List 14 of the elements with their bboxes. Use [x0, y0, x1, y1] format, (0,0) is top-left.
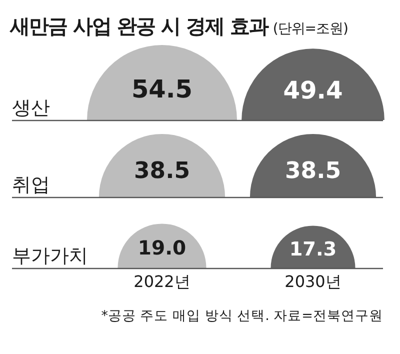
data-label: 38.5 [284, 158, 342, 184]
series-label: 2022년 [134, 272, 190, 291]
data-label: 38.5 [134, 158, 190, 184]
data-label: 54.5 [131, 74, 193, 104]
series-label: 2030년 [284, 272, 342, 291]
text: (단위=조원) [272, 21, 348, 37]
category-label: 부가가치 [12, 245, 88, 267]
data-label: 49.4 [283, 76, 343, 105]
text: *공공 주도 매입 방식 선택. 자료=전북연구원 [101, 308, 383, 324]
text: 새만금 사업 완공 시 경제 효과 [9, 14, 269, 38]
data-label: 17.3 [289, 237, 337, 260]
category-label: 생산 [12, 97, 50, 119]
category-label: 취업 [12, 174, 50, 196]
data-label: 19.0 [138, 236, 186, 260]
